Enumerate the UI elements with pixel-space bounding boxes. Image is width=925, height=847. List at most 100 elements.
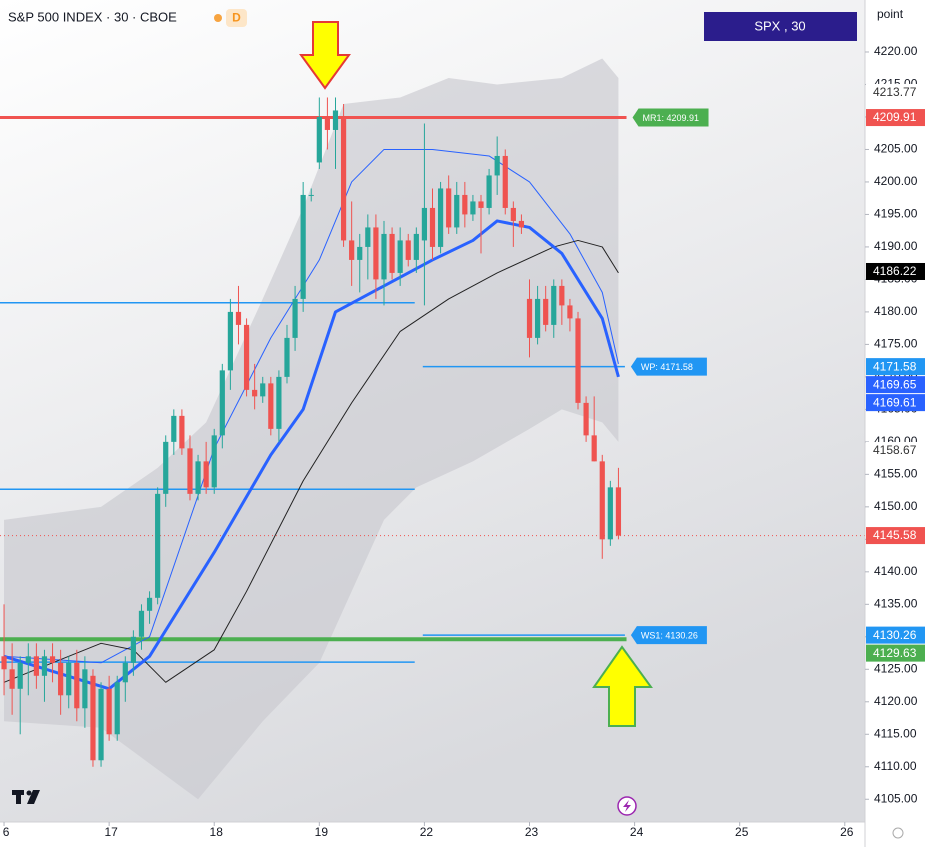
price-badge-label: 4213.77 (873, 85, 917, 99)
candle-body (607, 487, 613, 540)
y-tick-label: 4125.00 (874, 661, 918, 675)
candle-body (187, 448, 193, 494)
candle-body (429, 207, 436, 247)
candle-body (421, 207, 428, 241)
candle-body (130, 636, 136, 663)
candle-body (349, 240, 355, 260)
candle-body (526, 298, 533, 338)
candle-body (389, 233, 395, 273)
candle-body (41, 656, 48, 676)
candle-body (138, 610, 145, 637)
y-tick-label: 4155.00 (874, 467, 918, 481)
candle-body (106, 688, 112, 735)
candle-body (599, 461, 605, 540)
candle-body (478, 201, 484, 208)
candle-body (381, 233, 387, 280)
y-tick-label: 4195.00 (874, 207, 918, 221)
x-tick-label: 25 (735, 825, 749, 839)
x-tick-label: 26 (840, 825, 854, 839)
candle-body (114, 682, 120, 735)
candle-body (82, 669, 88, 709)
price-badge-label: 4129.63 (873, 646, 917, 660)
price-badge-label: 4130.26 (873, 628, 917, 642)
price-badge-bg (866, 358, 925, 376)
candle-body (260, 383, 266, 397)
session-badge-bg (226, 9, 247, 27)
candle-body (324, 116, 331, 130)
y-tick-label: 4205.00 (874, 142, 918, 156)
candle-body (502, 155, 508, 208)
candle-body (534, 298, 541, 338)
price-badge-label: 4169.61 (873, 395, 917, 409)
x-tick-label: 24 (630, 825, 644, 839)
candle-body (219, 370, 225, 436)
candle-body (90, 675, 96, 761)
tv-logo (12, 790, 40, 804)
level-badge-bg (630, 357, 707, 376)
y-tick-label: 4200.00 (874, 174, 918, 188)
logo-part (16, 790, 21, 804)
level-badge-label: MR1: 4209.91 (643, 113, 700, 123)
candle-body (235, 311, 242, 325)
candle-body (276, 376, 282, 429)
candle-body (518, 220, 525, 228)
price-badge-bg (866, 109, 925, 127)
candle-body (575, 318, 581, 403)
price-badge-label: 4209.91 (873, 110, 917, 124)
x-tick-label: 23 (525, 825, 539, 839)
symbol-box (704, 12, 857, 41)
up-arrow (592, 645, 653, 727)
y-tick-label: 4190.00 (874, 239, 918, 253)
settings-icon[interactable] (892, 827, 904, 839)
y-tick-label: 4180.00 (874, 304, 918, 318)
candle-body (9, 669, 15, 689)
candle-body (357, 246, 363, 260)
candle-body (543, 298, 549, 325)
candle-body (243, 324, 250, 390)
price-badge-label: 4169.65 (873, 377, 917, 391)
y-tick-label: 4150.00 (874, 499, 918, 513)
x-tick-label: 18 (210, 825, 224, 839)
candle-body (268, 383, 274, 429)
candle-body (1, 656, 7, 670)
candle-body (454, 194, 460, 228)
candle-body (470, 201, 476, 215)
candle-body (146, 597, 153, 611)
y-tick-label: 4175.00 (874, 337, 918, 351)
candle-body (122, 662, 128, 683)
candle-body (486, 175, 492, 208)
level-badge-label: WP: 4171.58 (641, 362, 693, 372)
candle-body (284, 337, 290, 377)
price-badge-bg (866, 442, 925, 460)
candle-body (227, 311, 233, 371)
candle-body (171, 415, 177, 442)
candle-body (25, 656, 31, 663)
candle-body (316, 116, 322, 163)
x-tick-label: 22 (420, 825, 434, 839)
sun-icon (214, 14, 222, 22)
candle-body (446, 188, 452, 228)
price-badge-bg (866, 626, 925, 644)
y-tick-label: 4140.00 (874, 564, 918, 578)
candle-body (559, 285, 565, 306)
down-arrow (299, 21, 351, 90)
price-badge-bg (866, 527, 925, 545)
candle-body (332, 110, 339, 130)
candle-body (163, 441, 169, 494)
candle-body (292, 298, 298, 338)
candle-body (583, 402, 589, 436)
x-tick-label: 6 (3, 825, 10, 839)
candle-body (195, 461, 201, 494)
candle-body (494, 155, 500, 176)
candle-body (300, 194, 306, 299)
candle-body (437, 188, 444, 247)
candle-body (33, 656, 39, 676)
price-badge-label: 4186.22 (873, 264, 917, 278)
candle-body (203, 461, 209, 488)
candle-body (66, 662, 72, 696)
lightning-bolt (623, 800, 631, 812)
x-tick-label: 19 (315, 825, 329, 839)
